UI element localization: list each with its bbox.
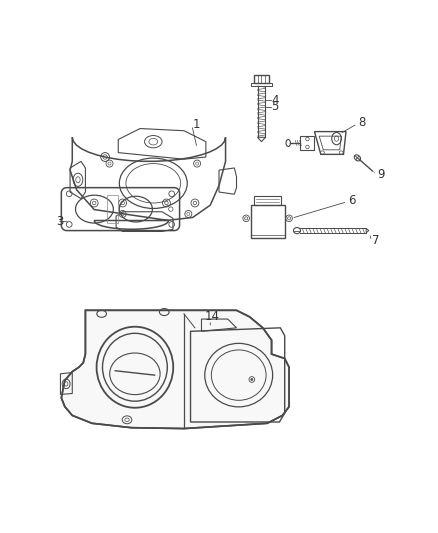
Text: 1: 1 xyxy=(193,118,200,131)
Text: 8: 8 xyxy=(358,116,366,130)
Text: 5: 5 xyxy=(272,100,279,113)
Text: 14: 14 xyxy=(205,310,219,323)
Ellipse shape xyxy=(251,378,253,381)
Polygon shape xyxy=(61,310,289,429)
Text: 7: 7 xyxy=(372,233,380,247)
Text: 9: 9 xyxy=(378,168,385,181)
Text: 4: 4 xyxy=(272,94,279,107)
Text: 6: 6 xyxy=(348,195,356,207)
Text: 3: 3 xyxy=(56,215,64,228)
